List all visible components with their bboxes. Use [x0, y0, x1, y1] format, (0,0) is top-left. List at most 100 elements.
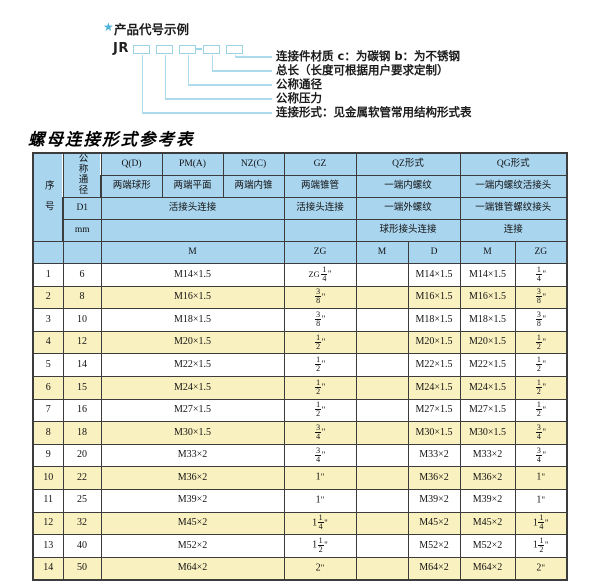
th-group-desc-0: 两端球形: [100, 175, 163, 198]
th-sequence-label: 序 号: [42, 179, 54, 212]
th-row4-qz: 球形接头连接: [355, 219, 461, 242]
th-bore: 公称通径: [62, 152, 102, 198]
cell-gz: 3 8 ": [283, 308, 357, 332]
cell-qg-zg: 1 2 ": [514, 353, 569, 377]
cell-qz-d: M64×2: [407, 556, 461, 581]
cell-thread-m: M64×2: [100, 556, 285, 581]
table-body: 1 6 M14×1.5 ZG 1 4 " M14×1.5 M14×1.5 1 4 " 2 8 M16×1.5…: [32, 263, 569, 581]
header-row-detail-1: D1 活接头连接 活接头连接 一端外螺纹 一端锥管螺纹接头: [33, 197, 569, 220]
cell-bore: 15: [62, 375, 102, 400]
cell-qz-d: M22×1.5: [407, 353, 461, 377]
th-row4-qpmnz: [100, 219, 285, 242]
th-group-code-5: QG形式: [459, 152, 569, 176]
cell-bore: 20: [62, 443, 102, 468]
cell-sequence: 5: [32, 353, 64, 377]
cell-gz: 1 2 ": [283, 375, 357, 400]
cell-thread-m: M22×1.5: [100, 353, 285, 377]
cell-thread-m: M27×1.5: [100, 398, 285, 423]
cell-qz-m: [355, 330, 409, 355]
cell-qg-m: M39×2: [459, 488, 516, 513]
th-group-desc-3: 两端锥管: [283, 175, 357, 198]
star-icon: ★: [103, 20, 114, 34]
cell-qz-d: M36×2: [407, 466, 461, 490]
table-row: 6 15 M24×1.5 1 2 " M24×1.5 M24×1.5 1 2 ": [32, 375, 569, 400]
th-unit-bore: [62, 241, 102, 264]
cell-qz-d: M16×1.5: [407, 285, 461, 310]
cell-thread-m: M14×1.5: [100, 263, 285, 287]
cell-qz-m: [355, 263, 409, 287]
cell-gz: 1 2 ": [283, 330, 357, 355]
table-row: 2 8 M16×1.5 3 8 " M16×1.5 M16×1.5 3 8 ": [32, 285, 569, 310]
cell-qg-zg: 1 2 ": [514, 375, 569, 400]
code-label-4: 公称压力: [276, 91, 322, 105]
cell-thread-m: M20×1.5: [100, 330, 285, 355]
cell-qz-d: M18×1.5: [407, 308, 461, 332]
cell-qz-d: M39×2: [407, 488, 461, 513]
th-row4-qg: 连接: [459, 219, 569, 242]
product-code-diagram: ★ 产品代号示例 JR 连接件材质 c：为碳钢 b：为不锈钢 总长（长度可根据用户…: [0, 0, 600, 128]
cell-qg-zg: 3 8 ": [514, 308, 569, 332]
cell-thread-m: M36×2: [100, 466, 285, 490]
cell-qz-d: M20×1.5: [407, 330, 461, 355]
th-unit-qg-m: M: [459, 241, 516, 264]
leader-horizontal-5: [141, 112, 272, 114]
th-group-desc-5: 一端内螺纹活接头: [459, 175, 569, 198]
code-box-5: [226, 45, 243, 54]
cell-sequence: 10: [32, 466, 64, 490]
th-unit-seq: [32, 241, 64, 264]
table-row: 12 32 M45×2 1 1 4 " M45×2 M45×2 1 1 4 ": [32, 511, 569, 536]
header-row-units: M ZG M D M ZG: [32, 241, 569, 264]
table-row: 1 6 M14×1.5 ZG 1 4 " M14×1.5 M14×1.5 1 4 ": [32, 263, 569, 287]
leader-horizontal-4: [164, 98, 272, 100]
th-group-code-1: PM(A): [161, 152, 224, 176]
cell-thread-m: M24×1.5: [100, 375, 285, 400]
th-unit-qpmnz: M: [100, 241, 285, 264]
cell-bore: 40: [62, 534, 102, 558]
cell-gz: ZG 1 4 ": [283, 263, 357, 287]
cell-qz-m: [355, 556, 409, 581]
th-row3-qz: 一端外螺纹: [355, 197, 461, 220]
cell-thread-m: M52×2: [100, 534, 285, 558]
cell-gz: 1 1 4 ": [283, 511, 357, 536]
cell-gz: 1 2 ": [283, 398, 357, 423]
cell-qg-m: M27×1.5: [459, 398, 516, 423]
cell-bore: 25: [62, 488, 102, 513]
th-group-desc-2: 两端内锥: [222, 175, 285, 198]
cell-bore: 14: [62, 353, 102, 377]
th-sequence: 序 号: [32, 152, 64, 242]
cell-qz-m: [355, 443, 409, 468]
cell-gz: 2": [283, 556, 357, 581]
table-row: 8 18 M30×1.5 3 4 " M30×1.5 M30×1.5 3 4 ": [32, 421, 569, 445]
code-prefix-jr: JR: [113, 41, 129, 56]
th-unit-qz-m: M: [355, 241, 409, 264]
table-row: 9 20 M33×2 3 4 " M33×2 M33×2 3 4 ": [32, 443, 569, 468]
cell-bore: 10: [62, 308, 102, 332]
cell-sequence: 11: [32, 488, 64, 513]
cell-thread-m: M18×1.5: [100, 308, 285, 332]
cell-bore: 6: [62, 263, 102, 287]
cell-gz: 1": [283, 488, 357, 513]
cell-gz: 1 1 2 ": [283, 534, 357, 558]
cell-qg-m: M20×1.5: [459, 330, 516, 355]
cell-qg-m: M30×1.5: [459, 421, 516, 445]
cell-qg-zg: 3 4 ": [514, 443, 569, 468]
cell-qz-m: [355, 534, 409, 558]
cell-bore: 18: [62, 421, 102, 445]
cell-qg-m: M36×2: [459, 466, 516, 490]
table-row: 3 10 M18×1.5 3 8 " M18×1.5 M18×1.5 3 8 ": [32, 308, 569, 332]
th-unit-qz-d: D: [407, 241, 461, 264]
cell-qg-m: M64×2: [459, 556, 516, 581]
th-group-desc-1: 两端平面: [161, 175, 224, 198]
leader-vertical-5: [141, 55, 143, 114]
leader-horizontal-1: [234, 56, 272, 58]
cell-gz: 1 2 ": [283, 353, 357, 377]
cell-qg-m: M24×1.5: [459, 375, 516, 400]
cell-qz-m: [355, 421, 409, 445]
cell-qz-d: M24×1.5: [407, 375, 461, 400]
cell-qz-m: [355, 375, 409, 400]
header-row-desc: 两端球形 两端平面 两端内锥 两端锥管 一端内螺纹 一端内螺纹活接头: [33, 175, 569, 198]
diagram-title: 产品代号示例: [114, 22, 190, 37]
cell-qz-m: [355, 353, 409, 377]
cell-qz-d: M27×1.5: [407, 398, 461, 423]
cell-sequence: 9: [32, 443, 64, 468]
